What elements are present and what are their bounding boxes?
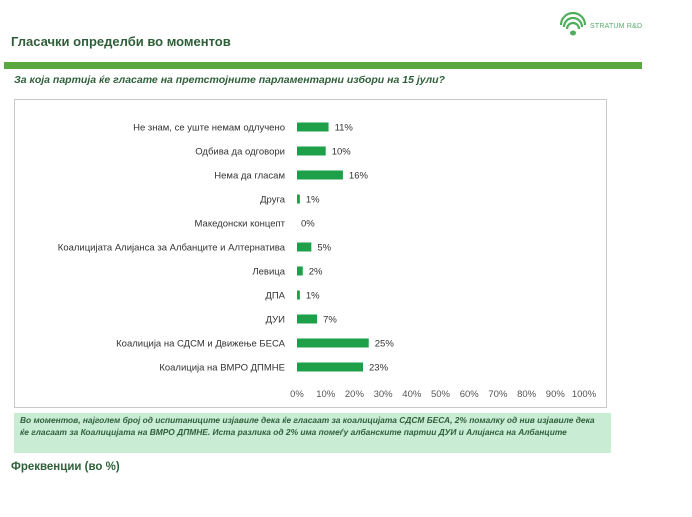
bar <box>297 170 343 180</box>
chart-container: Не знам, се уште немам одлучено 11% Одбива… <box>14 99 607 408</box>
value-label: 23% <box>369 363 389 374</box>
category-label: Коалиција на СДСМ и Движење БЕСА <box>116 339 286 350</box>
bar <box>297 194 300 204</box>
value-label: 25% <box>375 339 395 350</box>
bar <box>297 266 303 276</box>
bar-chart: Не знам, се уште немам одлучено 11% Одбива… <box>58 122 597 400</box>
category-label: Коалицијата Алијанса за Албанците и Алте… <box>58 243 286 254</box>
category-label: Левица <box>252 267 285 278</box>
x-tick-label: 20% <box>345 389 365 400</box>
logo-text: STRATUM R&D <box>590 23 643 30</box>
x-tick-label: 50% <box>431 389 451 400</box>
x-tick-label: 70% <box>488 389 508 400</box>
bar <box>297 314 318 324</box>
x-tick-label: 100% <box>572 389 597 400</box>
bar <box>297 122 329 132</box>
bar <box>297 362 364 372</box>
category-label: Нема да гласам <box>214 171 285 182</box>
x-tick-label: 10% <box>316 389 336 400</box>
value-label: 5% <box>317 243 331 254</box>
category-label: ДУИ <box>266 315 286 326</box>
x-tick-label: 80% <box>517 389 537 400</box>
value-label: 0% <box>301 219 315 230</box>
value-label: 2% <box>309 267 323 278</box>
bar <box>297 242 312 252</box>
summary-note: Во моментов, најголем број од испитаници… <box>14 413 611 453</box>
survey-question: За која партија ќе гласате на претстојни… <box>14 74 445 86</box>
category-label: ДПА <box>265 291 285 302</box>
category-label: Не знам, се уште немам одлучено <box>133 123 285 134</box>
value-label: 10% <box>332 147 352 158</box>
value-label: 11% <box>335 123 354 134</box>
value-label: 7% <box>323 315 337 326</box>
bar <box>297 338 369 348</box>
page-title: Гласачки определби во моментов <box>11 34 231 49</box>
bar <box>297 290 300 300</box>
stratum-logo-icon <box>559 11 587 36</box>
x-tick-label: 40% <box>402 389 422 400</box>
category-label: Друга <box>260 195 286 206</box>
category-label: Коалиција на ВМРО ДПМНЕ <box>159 363 285 374</box>
accent-divider <box>4 62 642 69</box>
x-tick-label: 60% <box>460 389 480 400</box>
category-label: Одбива да одговори <box>195 147 285 158</box>
bar <box>297 146 326 156</box>
x-tick-label: 90% <box>546 389 566 400</box>
category-label: Македонски концепт <box>195 219 286 230</box>
x-tick-label: 30% <box>374 389 394 400</box>
x-tick-label: 0% <box>290 389 304 400</box>
value-label: 1% <box>306 195 320 206</box>
value-label: 16% <box>349 171 369 182</box>
stratum-logo: STRATUM R&D <box>558 11 668 37</box>
value-label: 1% <box>306 291 320 302</box>
frequencies-label: Фреквенции (во %) <box>11 461 120 473</box>
